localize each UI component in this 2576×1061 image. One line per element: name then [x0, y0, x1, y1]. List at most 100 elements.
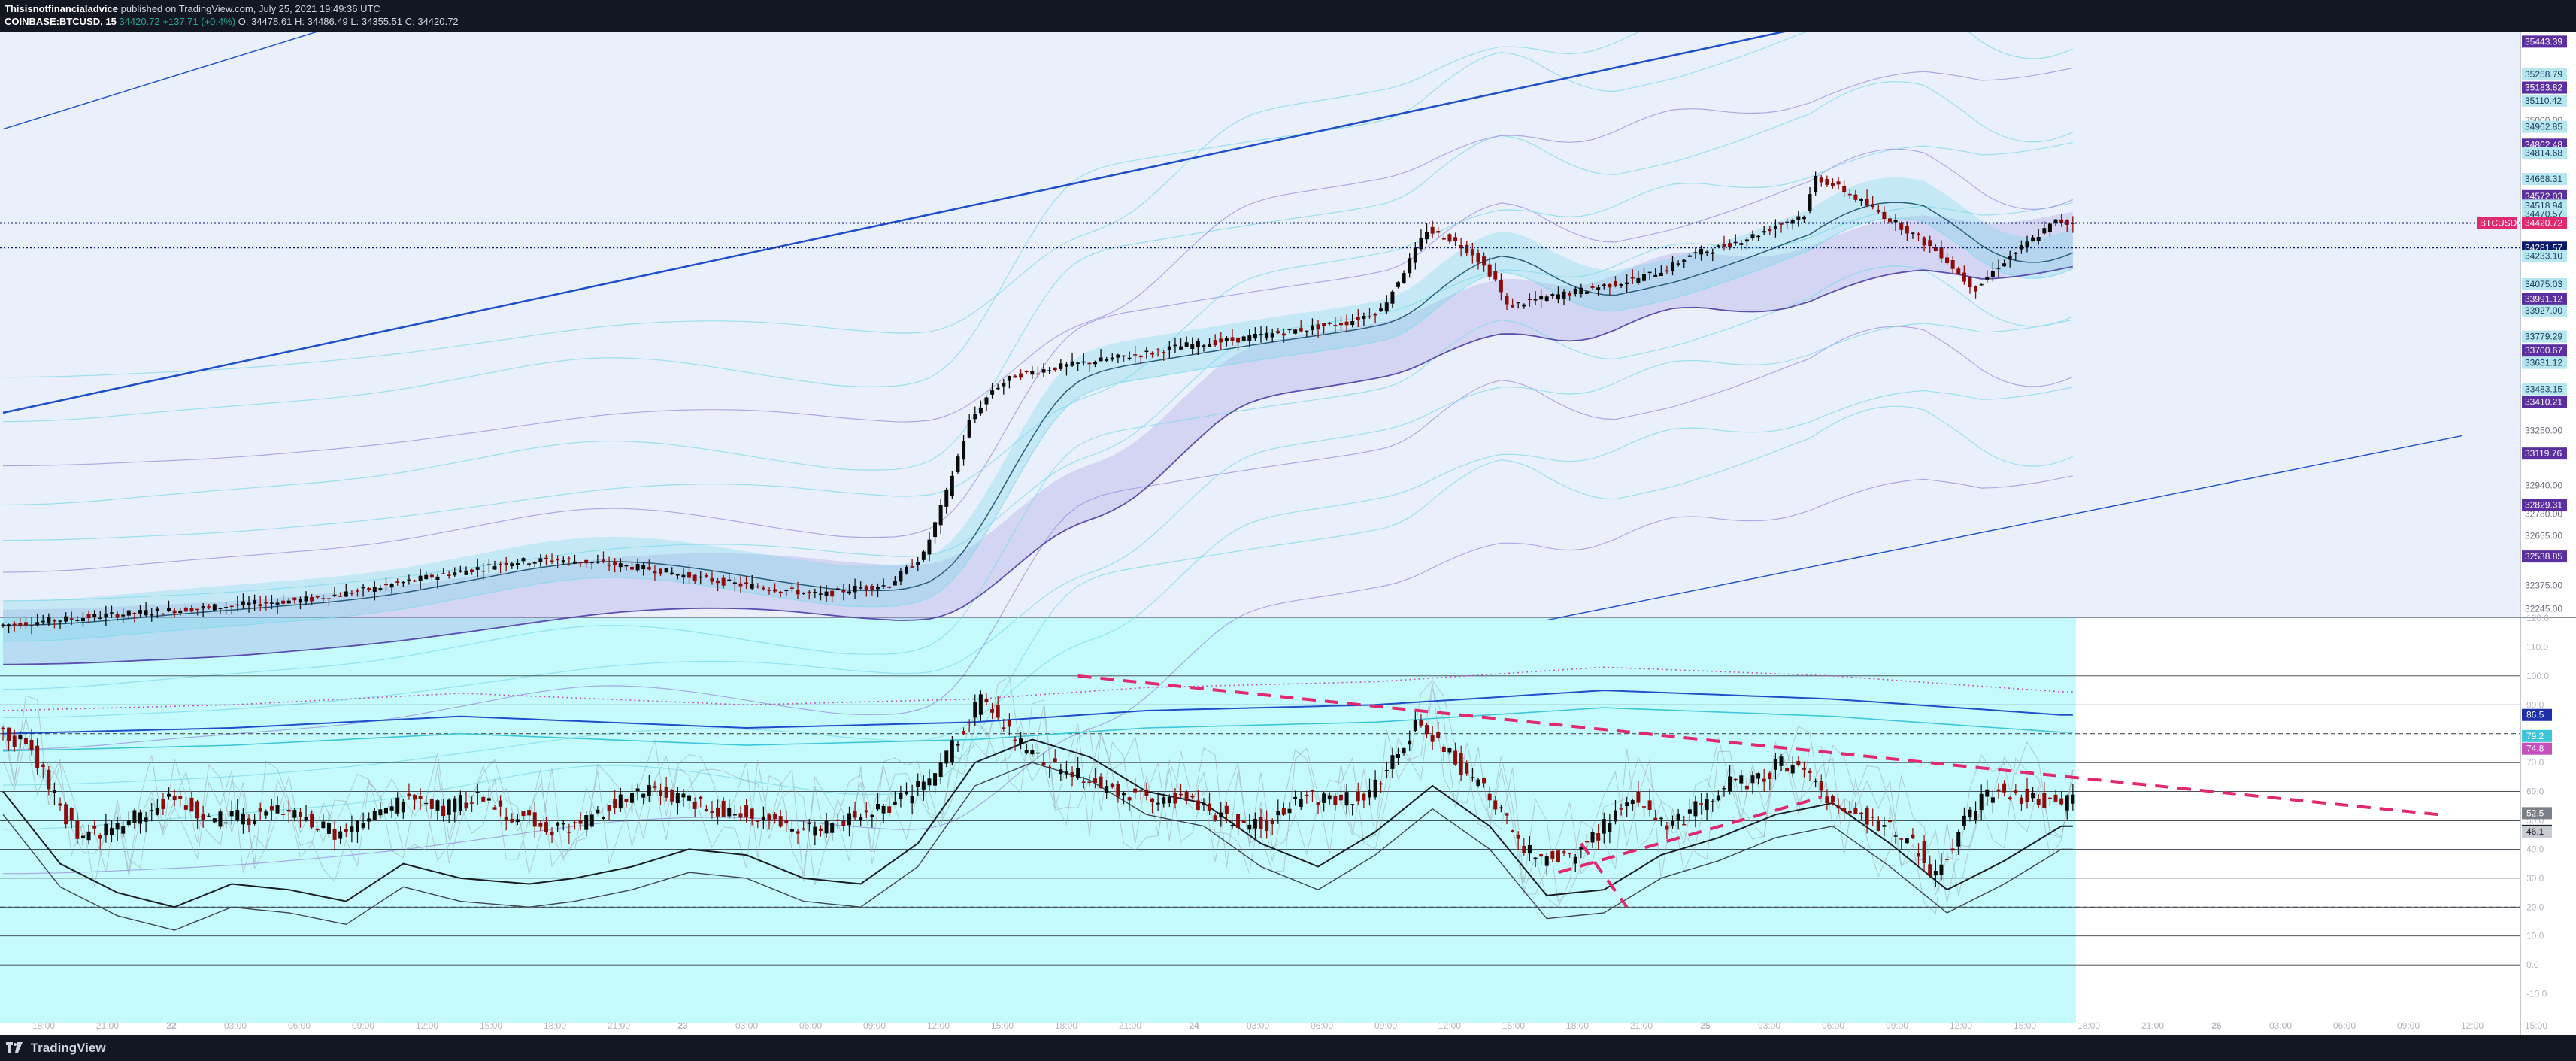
oscillator-candle-body	[859, 817, 863, 821]
oscillator-candle-body	[687, 795, 692, 801]
candle-body	[1671, 262, 1675, 271]
candle-body	[1722, 244, 1726, 247]
oscillator-candle-body	[1208, 803, 1212, 811]
candle-body	[1402, 273, 1406, 283]
oscillator-candle-body	[1511, 830, 1515, 832]
oscillator-candle-body	[1756, 773, 1761, 779]
candle-body	[12, 623, 17, 626]
oscillator-candle-body	[269, 805, 274, 811]
oscillator-candle-body	[1219, 812, 1223, 818]
candle-body	[1202, 345, 1206, 347]
candle-body	[778, 591, 783, 593]
candle-body	[1259, 334, 1263, 335]
candle-body	[80, 618, 85, 622]
candle-body	[1390, 291, 1395, 304]
candle-body	[1687, 255, 1692, 257]
time-axis-label: 09:00	[1374, 1020, 1397, 1031]
candle-body	[1533, 299, 1538, 301]
oscillator-candle-body	[1596, 832, 1601, 841]
candle-body	[1876, 209, 1880, 213]
oscillator-candle-body	[596, 809, 600, 814]
oscillator-candle-body	[556, 822, 560, 826]
candle-body	[1550, 294, 1555, 296]
oscillator-candle-body	[286, 809, 291, 812]
candle-body	[818, 593, 823, 595]
oscillator-axis-label: 20.0	[2526, 902, 2544, 912]
oscillator-candle-body	[2065, 795, 2069, 811]
candle-body	[532, 562, 537, 564]
candle-body	[1322, 323, 1326, 326]
candle-body	[18, 623, 23, 626]
price-axis-label-box	[2522, 293, 2567, 305]
oscillator-candle-body	[1762, 778, 1766, 782]
oscillator-candle-body	[1333, 796, 1338, 805]
oscillator-candle-body	[1059, 769, 1063, 775]
candle-body	[1693, 252, 1698, 253]
oscillator-candle-body	[789, 829, 794, 832]
candle-body	[2065, 220, 2069, 225]
time-axis-label: 18:00	[1055, 1020, 1077, 1031]
time-axis-label: 22	[166, 1020, 177, 1031]
candle-body	[310, 596, 314, 602]
price-axis-label-box	[2522, 550, 2567, 563]
oscillator-candle-body	[881, 805, 886, 814]
candle-body	[504, 562, 508, 565]
oscillator-candle-body	[675, 793, 680, 804]
oscillator-candle-body	[1287, 808, 1292, 814]
oscillator-candle-body	[1619, 808, 1623, 810]
publisher-name[interactable]: Thisisnotfinancialadvice	[5, 3, 118, 14]
candle-body	[35, 622, 40, 626]
candle-body	[1127, 357, 1132, 360]
price-axis: 35443.3935258.7935183.8235110.4235000.00…	[2477, 35, 2567, 614]
candle-body	[899, 571, 903, 582]
oscillator-candle-body	[1871, 817, 1875, 818]
oscillator-candle-body	[1830, 796, 1835, 803]
candle-body	[727, 579, 732, 581]
oscillator-candle-body	[52, 790, 56, 793]
last-price: 34420.72	[119, 16, 160, 27]
oscillator-axis-label: -10.0	[2526, 989, 2547, 999]
price-axis-label: 33410.21	[2525, 397, 2562, 408]
candle-body	[258, 604, 262, 607]
time-axis-label: 06:00	[1822, 1020, 1844, 1031]
candle-body	[710, 577, 714, 582]
oscillator-candle-body	[589, 814, 594, 827]
oscillator-candle-body	[499, 800, 503, 807]
oscillator-candle-body	[1693, 801, 1698, 817]
chart-header: Thisisnotfinancialadvice published on Tr…	[0, 0, 2576, 32]
candle-body	[1922, 237, 1926, 246]
candle-body	[732, 582, 737, 584]
purple-band-lower-line	[2, 265, 2073, 665]
time-axis-label: 26	[2211, 1020, 2222, 1031]
candle-body	[1247, 335, 1252, 341]
oscillator-axis: 120.0110.0100.090.080.070.060.050.040.03…	[2522, 613, 2552, 999]
oscillator-candle-body	[1653, 817, 1658, 820]
tradingview-brand[interactable]: TradingView	[6, 1041, 106, 1056]
oscillator-candle-body	[1305, 794, 1309, 796]
oscillator-candle-body	[1327, 795, 1332, 800]
price-axis-label-box	[2522, 68, 2567, 80]
candle-body	[1281, 333, 1286, 336]
oscillator-candle-body	[853, 811, 857, 818]
oscillator-candle-body	[1408, 740, 1412, 745]
oscillator-axis-label: 0.0	[2526, 959, 2539, 970]
candle-body	[1241, 336, 1246, 341]
candle-body	[447, 574, 451, 576]
oscillator-candle-body	[1196, 800, 1200, 811]
candle-body	[304, 596, 308, 602]
candle-body	[1396, 282, 1401, 287]
candle-body	[92, 614, 97, 618]
chart-area[interactable]: 35443.3935258.7935183.8235110.4235000.00…	[0, 32, 2576, 1035]
price-axis-label-box	[2522, 81, 2567, 94]
candle-body	[247, 602, 251, 605]
oscillator-candle-body	[464, 802, 468, 809]
oscillator-candle-body	[630, 793, 634, 803]
candle-body	[1384, 302, 1389, 312]
candle-body	[1699, 248, 1704, 255]
candle-body	[1099, 357, 1103, 362]
candle-body	[241, 601, 245, 605]
candle-body	[1162, 352, 1166, 353]
oscillator-candle-body	[1019, 738, 1023, 744]
candle-body	[802, 593, 806, 594]
oscillator-candle-body	[1002, 727, 1006, 729]
